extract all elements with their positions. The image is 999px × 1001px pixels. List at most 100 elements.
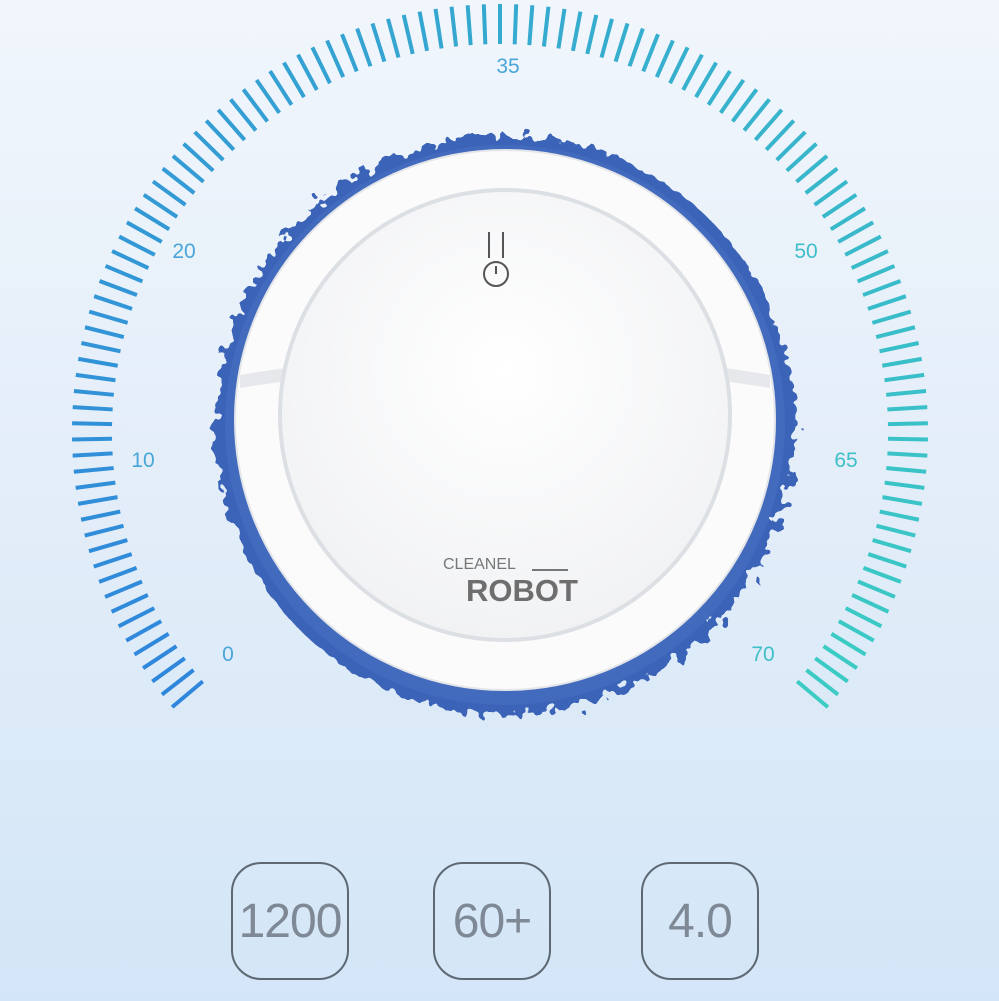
gauge-tick (884, 480, 925, 490)
gauge-tick (170, 679, 205, 709)
spec-box-4-0: 4.0 (641, 862, 759, 980)
gauge-tick (433, 8, 444, 49)
gauge-tick (142, 193, 179, 219)
gauge-tick (641, 33, 660, 73)
gauge-tick (84, 523, 125, 538)
gauge-tick (88, 538, 128, 554)
gauge-tick (193, 130, 225, 162)
gauge-tick (88, 309, 129, 325)
gauge-tick (585, 14, 599, 55)
gauge-label-0: 0 (222, 643, 234, 666)
gauge-tick (856, 264, 896, 284)
gauge-tick (882, 495, 923, 506)
gauge-label-20: 20 (172, 240, 196, 263)
gauge-tick (785, 142, 818, 173)
gauge-tick (449, 6, 459, 47)
gauge-tick (862, 566, 902, 584)
gauge-tick (77, 495, 118, 506)
gauge-tick (133, 632, 170, 657)
gauge-tick (742, 98, 771, 132)
gauge-tick (104, 264, 144, 284)
gauge-tick (821, 193, 858, 219)
power-icon (483, 232, 509, 287)
gauge-tick (216, 108, 247, 142)
gauge-tick (80, 341, 121, 354)
gauge-tick (668, 46, 690, 85)
gauge-tick (556, 8, 567, 49)
gauge-tick (872, 538, 912, 554)
gauge-tick (706, 69, 732, 106)
gauge-tick (72, 436, 113, 442)
gauge-tick (325, 39, 346, 78)
gauge-tick (171, 154, 205, 184)
gauge-tick (512, 4, 519, 45)
gauge-tick (73, 466, 114, 474)
gauge-tick (881, 356, 923, 368)
gauge-tick (310, 46, 332, 85)
gauge-tick (161, 166, 196, 195)
gauge-tick (627, 27, 645, 67)
gauge-tick (887, 421, 928, 427)
gauge-tick (355, 27, 373, 67)
gauge-tick (401, 14, 415, 55)
gauge-tick (599, 18, 614, 59)
gauge-tick (837, 220, 875, 244)
brand-bottom: ROBOT (466, 573, 578, 608)
gauge-tick (241, 88, 269, 123)
gauge-tick (386, 18, 401, 59)
gauge-tick (296, 53, 319, 91)
gauge-tick (160, 668, 195, 697)
gauge-tick (125, 619, 163, 643)
gauge-tick (764, 119, 796, 152)
gauge-tick (151, 179, 187, 207)
gauge-label-50: 50 (794, 240, 818, 263)
gauge-tick (875, 325, 916, 339)
gauge-tick (268, 69, 294, 106)
gauge-tick (886, 466, 927, 474)
gauge-tick (93, 294, 133, 311)
spec-box-1200: 1200 (231, 862, 349, 980)
gauge-tick (110, 593, 149, 614)
robot-top-cover (278, 188, 732, 642)
gauge-tick (719, 78, 746, 115)
spec-box-60plus: 60+ (433, 862, 551, 980)
gauge-tick (813, 179, 849, 207)
gauge-tick (541, 6, 551, 47)
gauge-tick (84, 325, 125, 339)
gauge-tick (118, 234, 156, 257)
gauge-label-70: 70 (751, 643, 775, 666)
gauge-tick (829, 206, 866, 231)
gauge-tick (72, 421, 113, 427)
gauge-tick (844, 234, 882, 257)
gauge-tick (681, 53, 704, 91)
gauge-label-65: 65 (834, 449, 858, 472)
gauge-tick (570, 11, 583, 52)
gauge-tick (844, 606, 883, 629)
gauge-tick (417, 11, 430, 52)
gauge-tick (654, 39, 675, 78)
gauge-tick (775, 130, 807, 162)
gauge-tick (98, 566, 138, 584)
gauge-tick (851, 593, 890, 614)
gauge-tick (753, 108, 784, 142)
gauge-tick (111, 249, 150, 270)
gauge-tick (72, 405, 113, 412)
gauge-tick (837, 619, 875, 643)
gauge-tick (465, 5, 473, 46)
gauge-tick (850, 249, 889, 270)
gauge-tick (867, 294, 907, 311)
gauge-tick (282, 61, 306, 99)
gauge-tick (830, 632, 867, 657)
gauge-tick (862, 279, 902, 297)
gauge-tick (694, 61, 718, 99)
gauge-tick (886, 388, 927, 397)
gauge-tick (77, 356, 119, 368)
gauge-tick (75, 372, 116, 383)
gauge-tick (887, 436, 928, 442)
gauge-tick (98, 279, 138, 297)
gauge-tick (875, 523, 916, 538)
gauge-tick (867, 552, 907, 569)
gauge-tick (795, 679, 830, 709)
